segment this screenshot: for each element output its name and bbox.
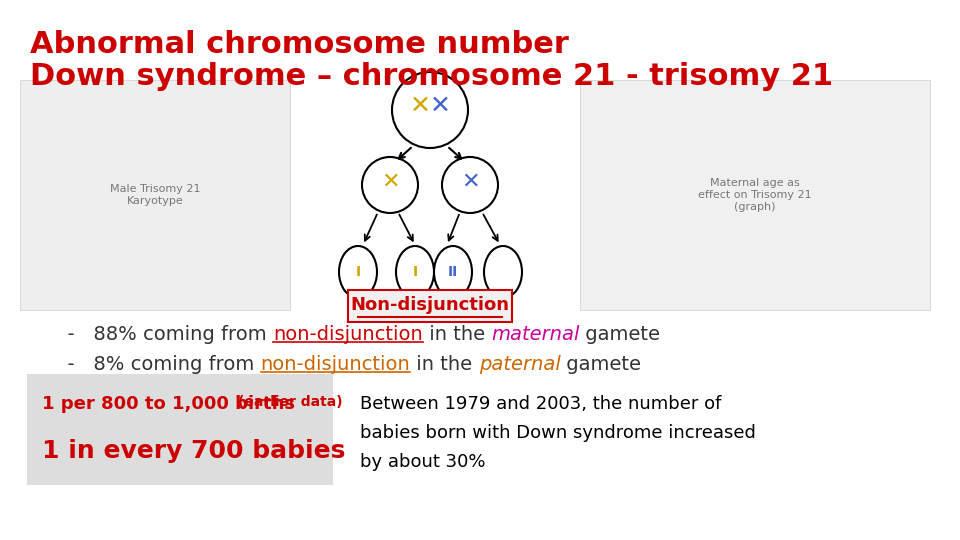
Bar: [20, 80, 290, 310]
Text: non-disjunction: non-disjunction: [273, 326, 422, 345]
Text: I: I: [355, 265, 361, 279]
FancyBboxPatch shape: [348, 290, 512, 322]
Text: gamete: gamete: [580, 326, 660, 345]
FancyBboxPatch shape: [27, 374, 333, 485]
Text: 1 per 800 to 1,000 births: 1 per 800 to 1,000 births: [42, 395, 301, 413]
Text: ✕: ✕: [461, 172, 479, 192]
Text: II: II: [448, 265, 458, 279]
Text: 1 in every 700 babies: 1 in every 700 babies: [42, 439, 346, 463]
Text: in the: in the: [422, 326, 491, 345]
Text: -   8% coming from: - 8% coming from: [55, 355, 260, 375]
Text: ✕: ✕: [410, 94, 430, 118]
Text: Maternal age as
effect on Trisomy 21
(graph): Maternal age as effect on Trisomy 21 (gr…: [698, 178, 812, 212]
Text: non-disjunction: non-disjunction: [260, 355, 410, 375]
Text: Non-disjunction: Non-disjunction: [350, 296, 510, 314]
Text: maternal: maternal: [491, 326, 580, 345]
Text: paternal: paternal: [479, 355, 561, 375]
Text: I: I: [413, 265, 418, 279]
Bar: [580, 80, 930, 310]
Text: Abnormal chromosome number: Abnormal chromosome number: [30, 30, 569, 59]
Text: (earlier data): (earlier data): [238, 395, 343, 409]
Text: ✕: ✕: [381, 172, 399, 192]
Text: -   88% coming from: - 88% coming from: [55, 326, 273, 345]
Text: in the: in the: [410, 355, 479, 375]
Text: ✕: ✕: [429, 94, 450, 118]
Text: gamete: gamete: [561, 355, 641, 375]
Text: Between 1979 and 2003, the number of
babies born with Down syndrome increased
by: Between 1979 and 2003, the number of bab…: [360, 395, 756, 471]
Text: Down syndrome – chromosome 21 - trisomy 21: Down syndrome – chromosome 21 - trisomy …: [30, 62, 833, 91]
Text: Male Trisomy 21
Karyotype: Male Trisomy 21 Karyotype: [109, 184, 201, 206]
